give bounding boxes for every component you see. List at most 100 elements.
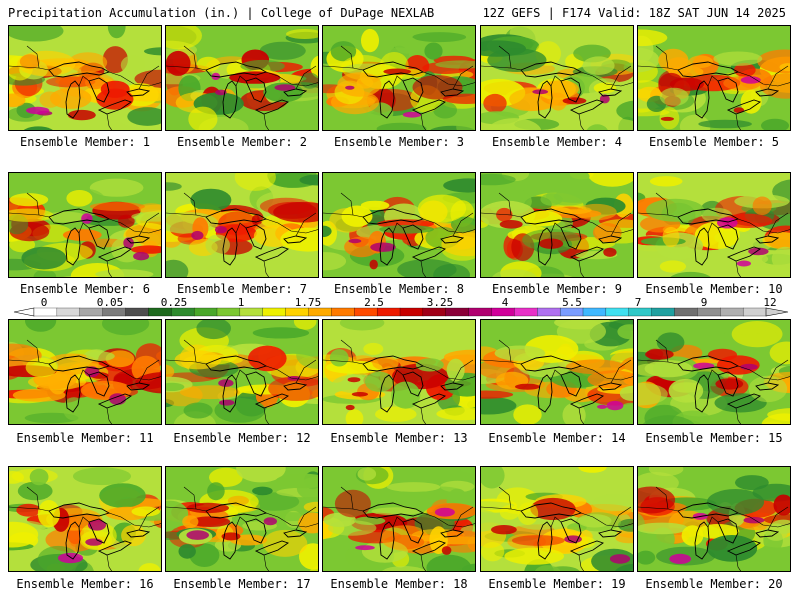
colorbar-swatch [376,307,401,317]
colorbar-left-arrow [13,307,35,317]
ensemble-member-map [637,25,791,131]
ensemble-member-map [8,466,162,572]
precip-map [638,26,790,130]
colorbar-swatch [651,307,675,317]
colorbar-tick-label: 4 [502,298,509,309]
ensemble-member-caption: Ensemble Member: 9 [491,282,623,296]
ensemble-member-caption: Ensemble Member: 11 [16,431,154,445]
ensemble-member-map [480,466,634,572]
ensemble-member-map [165,25,319,131]
precip-map [9,320,161,424]
ensemble-member-caption: Ensemble Member: 7 [176,282,308,296]
colorbar-swatch [537,307,561,317]
ensemble-member-caption: Ensemble Member: 19 [488,577,626,591]
ensemble-member-caption: Ensemble Member: 2 [176,135,308,149]
ensemble-member-map [165,319,319,425]
precip-map [166,467,318,571]
colorbar-swatch [285,307,309,317]
colorbar-swatch [628,307,653,317]
colorbar-swatch [720,307,744,317]
ensemble-member-caption: Ensemble Member: 3 [333,135,465,149]
colorbar: 0 0.05 0.25 1 1.75 2.5 3.25 4 5.5 7 9 12 [8,298,792,320]
precip-map [9,26,161,130]
colorbar-swatch [605,307,630,317]
colorbar-tick-label: 7 [635,298,642,309]
ensemble-member-map [322,25,476,131]
colorbar-tick-label: 2.5 [364,298,384,309]
colorbar-swatch [193,307,218,317]
colorbar-swatch [445,307,470,317]
ensemble-member-map [322,172,476,278]
precip-map [166,26,318,130]
colorbar-tick-label: 5.5 [562,298,582,309]
colorbar-swatch [354,307,378,317]
colorbar-tick-label: 9 [701,298,708,309]
ensemble-member-map [322,466,476,572]
ensemble-member-caption: Ensemble Member: 8 [333,282,465,296]
precip-map [323,173,475,277]
colorbar-swatch [582,307,607,317]
colorbar-tick-label: 0.05 [97,298,124,309]
colorbar-swatch [56,307,81,317]
colorbar-tick-label: 12 [763,298,776,309]
ensemble-member-map [480,25,634,131]
ensemble-member-caption: Ensemble Member: 6 [19,282,151,296]
precip-map [9,467,161,571]
colorbar-swatch [125,307,149,317]
colorbar-swatch [674,307,698,317]
ensemble-member-map [8,319,162,425]
colorbar-swatch [79,307,104,317]
ensemble-member-caption: Ensemble Member: 16 [16,577,154,591]
colorbar-tick-label: 3.25 [427,298,454,309]
colorbar-swatch [742,307,767,317]
ensemble-member-map [8,25,162,131]
ensemble-member-caption: Ensemble Member: 5 [648,135,780,149]
colorbar-swatch [216,307,241,317]
colorbar-swatch [148,307,172,317]
precip-map [481,320,633,424]
precip-map [638,467,790,571]
precip-map [481,173,633,277]
colorbar-swatch [308,307,332,317]
ensemble-member-map [637,172,791,278]
precip-map [638,320,790,424]
colorbar-tick-label: 1.75 [295,298,322,309]
colorbar-swatch [468,307,492,317]
colorbar-swatch [422,307,447,317]
colorbar-swatch [697,307,721,317]
ensemble-member-caption: Ensemble Member: 10 [645,282,783,296]
ensemble-member-map [480,172,634,278]
colorbar-graphic: 0 0.05 0.25 1 1.75 2.5 3.25 4 5.5 7 9 12 [13,298,789,317]
precip-map [323,26,475,130]
ensemble-member-map [637,466,791,572]
colorbar-swatch [331,307,355,317]
colorbar-swatch [171,307,195,317]
ensemble-member-map [322,319,476,425]
page-title: Precipitation Accumulation (in.) | Colle… [8,6,435,20]
ensemble-member-caption: Ensemble Member: 4 [491,135,623,149]
ensemble-member-caption: Ensemble Member: 13 [330,431,468,445]
colorbar-right-arrow [765,307,789,317]
colorbar-swatch [262,307,287,317]
ensemble-member-caption: Ensemble Member: 20 [645,577,783,591]
colorbar-swatch [399,307,424,317]
ensemble-member-caption: Ensemble Member: 15 [645,431,783,445]
precip-map [323,467,475,571]
precip-map [481,26,633,130]
colorbar-tick-label: 1 [238,298,245,309]
precip-map [166,173,318,277]
precip-map [323,320,475,424]
precip-map [638,173,790,277]
ensemble-member-caption: Ensemble Member: 12 [173,431,311,445]
ensemble-member-map [480,319,634,425]
colorbar-swatch [514,307,538,317]
colorbar-swatch [559,307,584,317]
colorbar-swatch [491,307,515,317]
colorbar-swatch [239,307,264,317]
run-info: 12Z GEFS | F174 Valid: 18Z SAT JUN 14 20… [482,6,786,20]
precip-map [9,173,161,277]
colorbar-swatch [102,307,126,317]
ensemble-member-map [8,172,162,278]
colorbar-tick-label: 0.25 [161,298,188,309]
colorbar-swatch [33,307,58,317]
